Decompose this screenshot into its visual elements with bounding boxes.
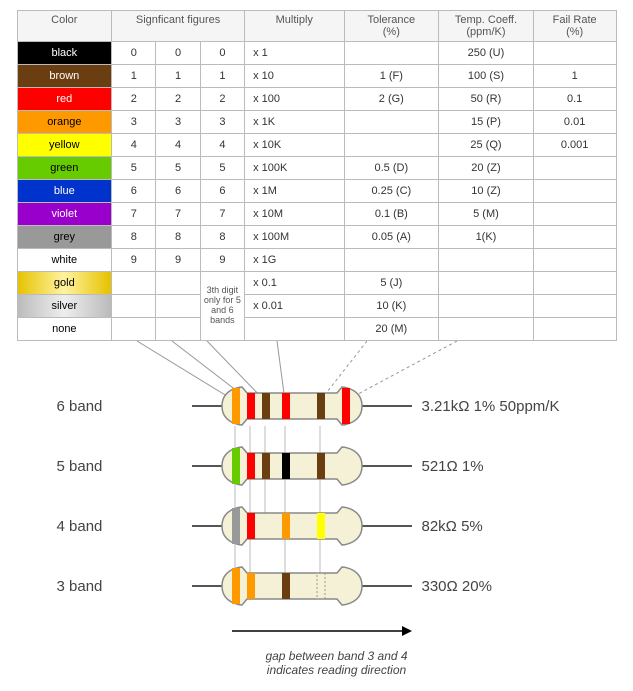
- color-band: [317, 513, 325, 539]
- color-band: [282, 453, 290, 479]
- sig3-note: 3th digit only for 5 and 6 bands: [200, 272, 244, 341]
- resistor-label: 3 band: [57, 578, 103, 595]
- resistor-row: 3 band 330Ω 20%: [17, 561, 617, 611]
- table-row: silverx 0.0110 (K): [17, 295, 616, 318]
- table-row: yellow444x 10K25 (Q)0.001: [17, 134, 616, 157]
- color-swatch: violet: [17, 203, 112, 226]
- color-swatch: orange: [17, 111, 112, 134]
- color-swatch: red: [17, 88, 112, 111]
- color-band: [232, 568, 240, 604]
- resistor-body: [192, 441, 412, 491]
- color-band: [317, 453, 325, 479]
- resistor-diagram: 6 band 3.21kΩ 1% 50ppm/K 5 band 521Ω 1% 4 ba…: [17, 341, 617, 681]
- color-swatch: blue: [17, 180, 112, 203]
- table-row: green555x 100K0.5 (D)20 (Z): [17, 157, 616, 180]
- color-swatch: green: [17, 157, 112, 180]
- table-row: white999x 1G: [17, 249, 616, 272]
- table-row: gold3th digit only for 5 and 6 bandsx 0.…: [17, 272, 616, 295]
- col-sigfig: Signficant figures: [112, 11, 245, 42]
- table-row: red222x 1002 (G)50 (R)0.1: [17, 88, 616, 111]
- color-band: [282, 393, 290, 419]
- color-band: [232, 448, 240, 484]
- resistor-body: [192, 381, 412, 431]
- color-swatch: grey: [17, 226, 112, 249]
- resistor-body: [192, 501, 412, 551]
- table-row: grey888x 100M0.05 (A)1(K): [17, 226, 616, 249]
- resistor-value: 3.21kΩ 1% 50ppm/K: [422, 398, 560, 415]
- color-band: [262, 393, 270, 419]
- col-tc: Temp. Coeff.(ppm/K): [439, 11, 534, 42]
- table-row: blue666x 1M0.25 (C)10 (Z): [17, 180, 616, 203]
- resistor-label: 4 band: [57, 518, 103, 535]
- col-fr: Fail Rate(%): [533, 11, 616, 42]
- color-band: [247, 513, 255, 539]
- resistor-label: 5 band: [57, 458, 103, 475]
- resistor-value: 82kΩ 5%: [422, 518, 483, 535]
- color-band: [262, 453, 270, 479]
- color-swatch: black: [17, 42, 112, 65]
- col-color: Color: [17, 11, 112, 42]
- color-band: [282, 573, 290, 599]
- color-band: [317, 393, 325, 419]
- color-swatch: yellow: [17, 134, 112, 157]
- table-row: none20 (M): [17, 318, 616, 341]
- color-band: [282, 513, 290, 539]
- color-band: [342, 388, 350, 424]
- col-tol: Tolerance(%): [344, 11, 439, 42]
- resistor-body: [192, 561, 412, 611]
- table-row: orange333x 1K15 (P)0.01: [17, 111, 616, 134]
- resistor-row: 5 band 521Ω 1%: [17, 441, 617, 491]
- color-swatch: none: [17, 318, 112, 341]
- table-row: brown111x 101 (F)100 (S)1: [17, 65, 616, 88]
- caption: gap between band 3 and 4 indicates readi…: [227, 649, 447, 677]
- color-band: [232, 508, 240, 544]
- table-row: black000x 1250 (U): [17, 42, 616, 65]
- color-band: [247, 453, 255, 479]
- resistor-row: 6 band 3.21kΩ 1% 50ppm/K: [17, 381, 617, 431]
- color-swatch: silver: [17, 295, 112, 318]
- color-band: [232, 388, 240, 424]
- col-mult: Multiply: [245, 11, 344, 42]
- color-band: [247, 573, 255, 599]
- resistor-color-table: Color Signficant figures Multiply Tolera…: [17, 10, 617, 341]
- color-swatch: gold: [17, 272, 112, 295]
- resistor-value: 330Ω 20%: [422, 578, 492, 595]
- reading-direction-arrow: [227, 621, 417, 641]
- resistor-row: 4 band 82kΩ 5%: [17, 501, 617, 551]
- resistor-value: 521Ω 1%: [422, 458, 484, 475]
- table-row: violet777x 10M0.1 (B)5 (M): [17, 203, 616, 226]
- color-swatch: white: [17, 249, 112, 272]
- color-swatch: brown: [17, 65, 112, 88]
- color-band: [247, 393, 255, 419]
- resistor-label: 6 band: [57, 398, 103, 415]
